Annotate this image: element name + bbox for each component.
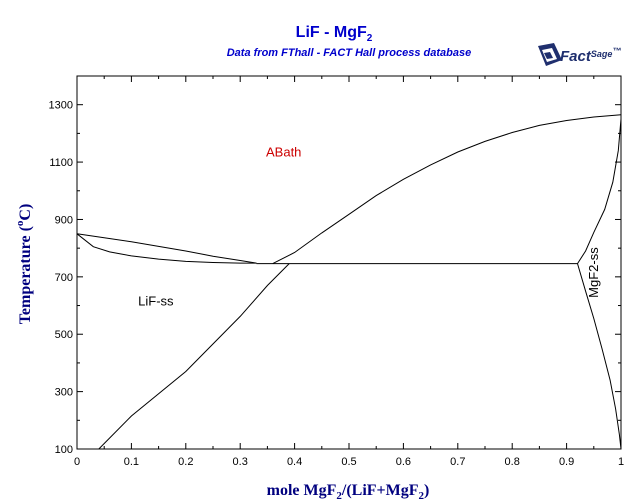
logo-text: FactSage™ [560,46,621,65]
x-tick-label: 0.1 [124,456,139,468]
phase-boundary-line [272,114,622,265]
x-tick-label: 0.4 [287,456,302,468]
x-tick-label: 0.3 [233,456,248,468]
x-tick-label: 1 [618,456,624,468]
plot-frame [76,75,622,450]
x-tick-label: 0.5 [341,456,356,468]
y-tick-label: 900 [55,214,73,226]
y-tick-label: 700 [55,272,73,284]
y-tick-label: 300 [55,387,73,399]
x-tick-label: 0 [74,456,80,468]
y-tick-label: 1300 [49,100,73,112]
phase-boundary-line [577,118,622,264]
y-tick-label: 100 [55,444,73,456]
phase-boundary-line [76,233,257,264]
logo-mark-icon [538,43,562,66]
factsage-logo: FactSage™ [538,43,621,66]
y-tick-label: 500 [55,329,73,341]
chart-title: LiF - MgF2 [296,24,373,44]
x-tick-label: 0.2 [178,456,193,468]
phase-boundary-line [577,263,622,450]
x-axis-ticks: 0 0.1 0.2 0.3 0.4 0.5 0.6 0.7 0.8 0.9 1 [74,76,624,468]
x-tick-label: 0.9 [559,456,574,468]
region-label: ABath [266,144,301,159]
phase-boundary-line [98,263,290,450]
y-tick-label: 1100 [49,157,73,169]
x-tick-label: 0.7 [450,456,465,468]
chart-subtitle: Data from FThall - FACT Hall process dat… [227,47,472,59]
phase-boundary-line [76,233,257,264]
x-axis-label: mole MgF2/(LiF+MgF2) [267,482,430,502]
y-axis-ticks: 100 300 500 700 900 1100 1300 [49,100,621,456]
region-label: LiF-ss [138,294,174,309]
x-tick-label: 0.6 [396,456,411,468]
region-label: MgF2-ss [586,247,601,298]
y-axis-label: Temperature (oC) [14,204,34,325]
region-labels: ABath LiF-ss MgF2-ss [138,144,601,308]
x-tick-label: 0.8 [505,456,520,468]
phase-boundaries [76,114,622,450]
